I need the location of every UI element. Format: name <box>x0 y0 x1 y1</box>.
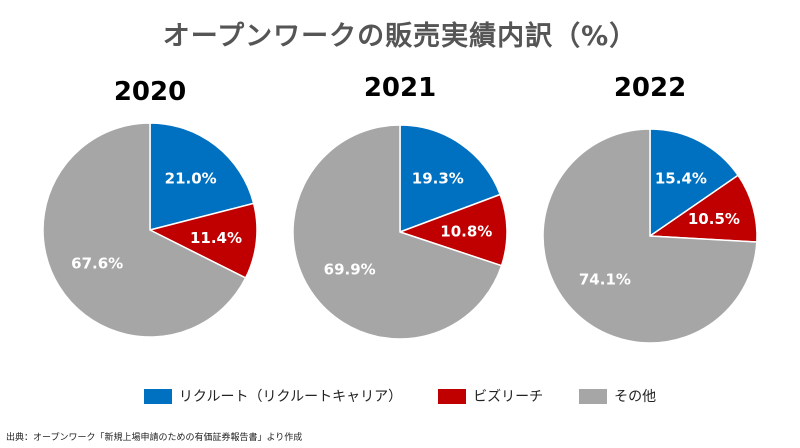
legend-label-recruit: リクルート（リクルートキャリア） <box>178 389 403 405</box>
legend-item-other: その他 <box>579 386 656 406</box>
legend-item-recruit: リクルート（リクルートキャリア） <box>143 386 403 406</box>
data-label-bizreach-2021: 10.8% <box>440 223 492 241</box>
chart-title: オープンワークの販売実績内訳（%） <box>162 21 638 52</box>
data-label-other-2022: 74.1% <box>579 271 631 289</box>
data-label-recruit-2021: 19.3% <box>412 170 464 188</box>
legend-label-bizreach: ビズリーチ <box>473 389 544 405</box>
data-label-other-2020: 67.6% <box>71 255 123 273</box>
legend: リクルート（リクルートキャリア） ビズリーチ その他 <box>0 386 800 406</box>
slice-other-2021 <box>292 124 503 340</box>
slice-bizreach-2021 <box>397 193 508 267</box>
legend-label-other: その他 <box>614 389 657 405</box>
pie-title-2022: 2022 <box>614 73 686 103</box>
data-label-bizreach-2022: 10.5% <box>688 210 740 228</box>
slice-recruit-2021 <box>399 124 502 234</box>
data-label-recruit-2020: 21.0% <box>165 170 217 188</box>
data-label-bizreach-2020: 11.4% <box>190 229 242 247</box>
legend-item-bizreach: ビズリーチ <box>438 386 543 406</box>
pie-2022: 2022 15.4% 10.5% 74.1% <box>542 73 758 344</box>
slice-other-2022 <box>542 128 758 344</box>
legend-swatch-bizreach <box>438 388 467 404</box>
pie-2020: 2020 21.0% 11.4% 67.6% <box>42 77 258 338</box>
source-note: 出典：オープンワーク「新規上場申請のための有価証券報告書」より作成 <box>6 433 303 443</box>
slice-recruit-2022 <box>649 128 740 238</box>
slice-other-2020 <box>42 122 247 338</box>
data-label-other-2021: 69.9% <box>324 260 376 278</box>
legend-swatch-recruit <box>143 388 172 404</box>
slice-recruit-2020 <box>149 122 255 231</box>
slice-bizreach-2022 <box>647 174 758 243</box>
legend-swatch-other <box>579 388 608 404</box>
pie-title-2020: 2020 <box>114 77 186 107</box>
pie-title-2021: 2021 <box>364 73 436 103</box>
data-label-recruit-2022: 15.4% <box>655 169 707 187</box>
pie-2021: 2021 19.3% 10.8% 69.9% <box>292 73 508 340</box>
slice-bizreach-2020 <box>147 202 258 279</box>
